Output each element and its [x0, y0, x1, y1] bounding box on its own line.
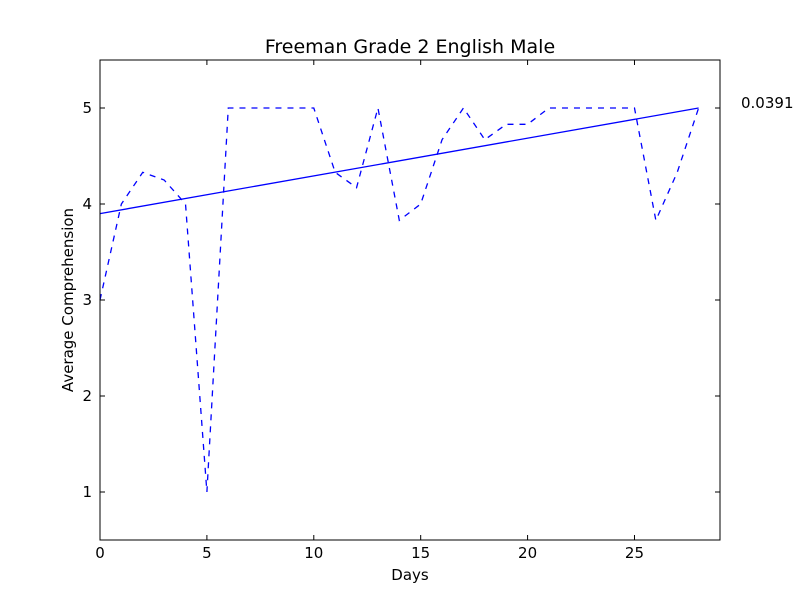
- y-tick-label: 4: [82, 195, 92, 213]
- chart-title: Freeman Grade 2 English Male: [265, 36, 555, 58]
- y-tick-label: 1: [82, 483, 92, 501]
- x-tick-label: 5: [202, 544, 212, 562]
- x-tick-label: 25: [625, 544, 644, 562]
- x-tick-label: 0: [95, 544, 105, 562]
- y-tick-label: 5: [82, 99, 92, 117]
- x-axis-label: Days: [391, 566, 429, 584]
- x-tick-label: 15: [411, 544, 430, 562]
- y-tick-label: 2: [82, 387, 92, 405]
- series-line-trend: [99, 107, 699, 215]
- x-tick-label: 20: [518, 544, 537, 562]
- series-line-daily-average: [99, 106, 700, 493]
- y-tick-label: 3: [82, 291, 92, 309]
- plot-area: 0 5 10 15 20 25 1 2 3 4 5: [82, 59, 721, 562]
- x-tick-label: 10: [304, 544, 323, 562]
- y-axis-label: Average Comprehension: [59, 208, 77, 392]
- slope-annotation: 0.0391: [741, 94, 794, 112]
- plot-frame: [99, 59, 721, 541]
